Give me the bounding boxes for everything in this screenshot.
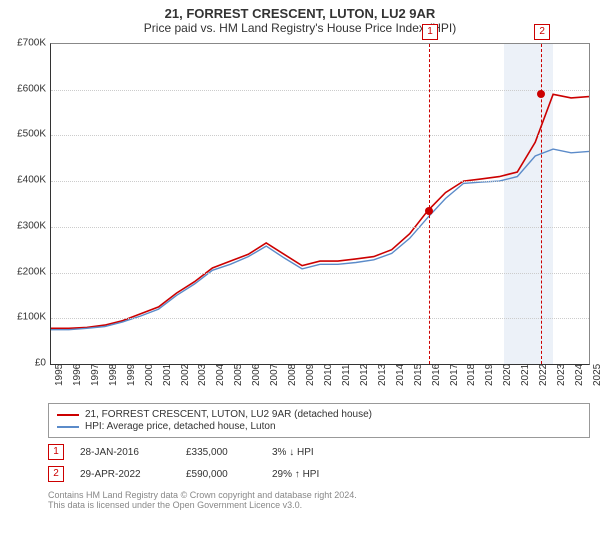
title-main: 21, FORREST CRESCENT, LUTON, LU2 9AR: [0, 6, 600, 21]
series-hpi: [51, 149, 589, 330]
event-vline: [429, 44, 430, 364]
ytick-label: £300K: [10, 220, 46, 231]
event-delta: 3% ↓ HPI: [272, 447, 362, 458]
title-sub: Price paid vs. HM Land Registry's House …: [0, 21, 600, 35]
legend-label: HPI: Average price, detached house, Luto…: [85, 421, 276, 432]
legend-row: HPI: Average price, detached house, Luto…: [57, 421, 581, 432]
event-flag: 2: [534, 24, 550, 40]
event-date: 28-JAN-2016: [80, 447, 170, 458]
legend-swatch: [57, 426, 79, 428]
xtick-label: 2002: [180, 364, 191, 386]
xtick-label: 2001: [162, 364, 173, 386]
legend-row: 21, FORREST CRESCENT, LUTON, LU2 9AR (de…: [57, 409, 581, 420]
xtick-label: 2019: [484, 364, 495, 386]
gridline: [51, 135, 589, 136]
xtick-label: 2020: [502, 364, 513, 386]
event-number: 2: [48, 466, 64, 482]
xtick-label: 1995: [54, 364, 65, 386]
xtick-label: 2024: [574, 364, 585, 386]
events-table: 1 28-JAN-2016 £335,000 3% ↓ HPI 2 29-APR-2022…: [48, 444, 590, 482]
gridline: [51, 227, 589, 228]
ytick-label: £200K: [10, 266, 46, 277]
titles: 21, FORREST CRESCENT, LUTON, LU2 9AR Pri…: [0, 0, 600, 37]
footer: Contains HM Land Registry data © Crown c…: [48, 490, 590, 510]
chart: 12 £0 £100K £200K £300K £400K £500K £600K £700K…: [10, 37, 592, 399]
xtick-label: 2008: [287, 364, 298, 386]
gridline: [51, 318, 589, 319]
ytick-label: £0: [10, 358, 46, 369]
xtick-label: 2015: [413, 364, 424, 386]
xtick-label: 2023: [556, 364, 567, 386]
footer-line2: This data is licensed under the Open Gov…: [48, 500, 590, 510]
xtick-label: 2025: [592, 364, 600, 386]
event-flag: 1: [422, 24, 438, 40]
xtick-label: 2005: [233, 364, 244, 386]
legend: 21, FORREST CRESCENT, LUTON, LU2 9AR (de…: [48, 403, 590, 438]
event-price: £335,000: [186, 447, 256, 458]
event-price: £590,000: [186, 469, 256, 480]
xtick-label: 2007: [269, 364, 280, 386]
xtick-label: 2006: [251, 364, 262, 386]
xtick-label: 2004: [215, 364, 226, 386]
xtick-label: 2021: [520, 364, 531, 386]
price-marker: [425, 207, 433, 215]
xtick-label: 2022: [538, 364, 549, 386]
xtick-label: 2014: [395, 364, 406, 386]
xtick-label: 1999: [126, 364, 137, 386]
legend-label: 21, FORREST CRESCENT, LUTON, LU2 9AR (de…: [85, 409, 372, 420]
xtick-label: 2016: [431, 364, 442, 386]
xtick-label: 2017: [449, 364, 460, 386]
line-layer: [51, 44, 589, 364]
xtick-label: 2000: [144, 364, 155, 386]
gridline: [51, 90, 589, 91]
series-property: [51, 94, 589, 328]
xtick-label: 2018: [466, 364, 477, 386]
ytick-label: £400K: [10, 175, 46, 186]
event-row: 2 29-APR-2022 £590,000 29% ↑ HPI: [48, 466, 590, 482]
ytick-label: £700K: [10, 38, 46, 49]
xtick-label: 1997: [90, 364, 101, 386]
ytick-label: £600K: [10, 83, 46, 94]
gridline: [51, 181, 589, 182]
price-marker: [537, 90, 545, 98]
xtick-label: 2010: [323, 364, 334, 386]
legend-swatch: [57, 414, 79, 416]
xtick-label: 2009: [305, 364, 316, 386]
event-date: 29-APR-2022: [80, 469, 170, 480]
plot-area: 12: [50, 43, 590, 365]
xtick-label: 1998: [108, 364, 119, 386]
xtick-label: 2012: [359, 364, 370, 386]
event-delta: 29% ↑ HPI: [272, 469, 362, 480]
xtick-label: 1996: [72, 364, 83, 386]
xtick-label: 2013: [377, 364, 388, 386]
event-row: 1 28-JAN-2016 £335,000 3% ↓ HPI: [48, 444, 590, 460]
footer-line1: Contains HM Land Registry data © Crown c…: [48, 490, 590, 500]
xtick-label: 2003: [197, 364, 208, 386]
ytick-label: £100K: [10, 312, 46, 323]
xtick-label: 2011: [341, 364, 352, 386]
ytick-label: £500K: [10, 129, 46, 140]
figure: 21, FORREST CRESCENT, LUTON, LU2 9AR Pri…: [0, 0, 600, 560]
gridline: [51, 273, 589, 274]
event-number: 1: [48, 444, 64, 460]
